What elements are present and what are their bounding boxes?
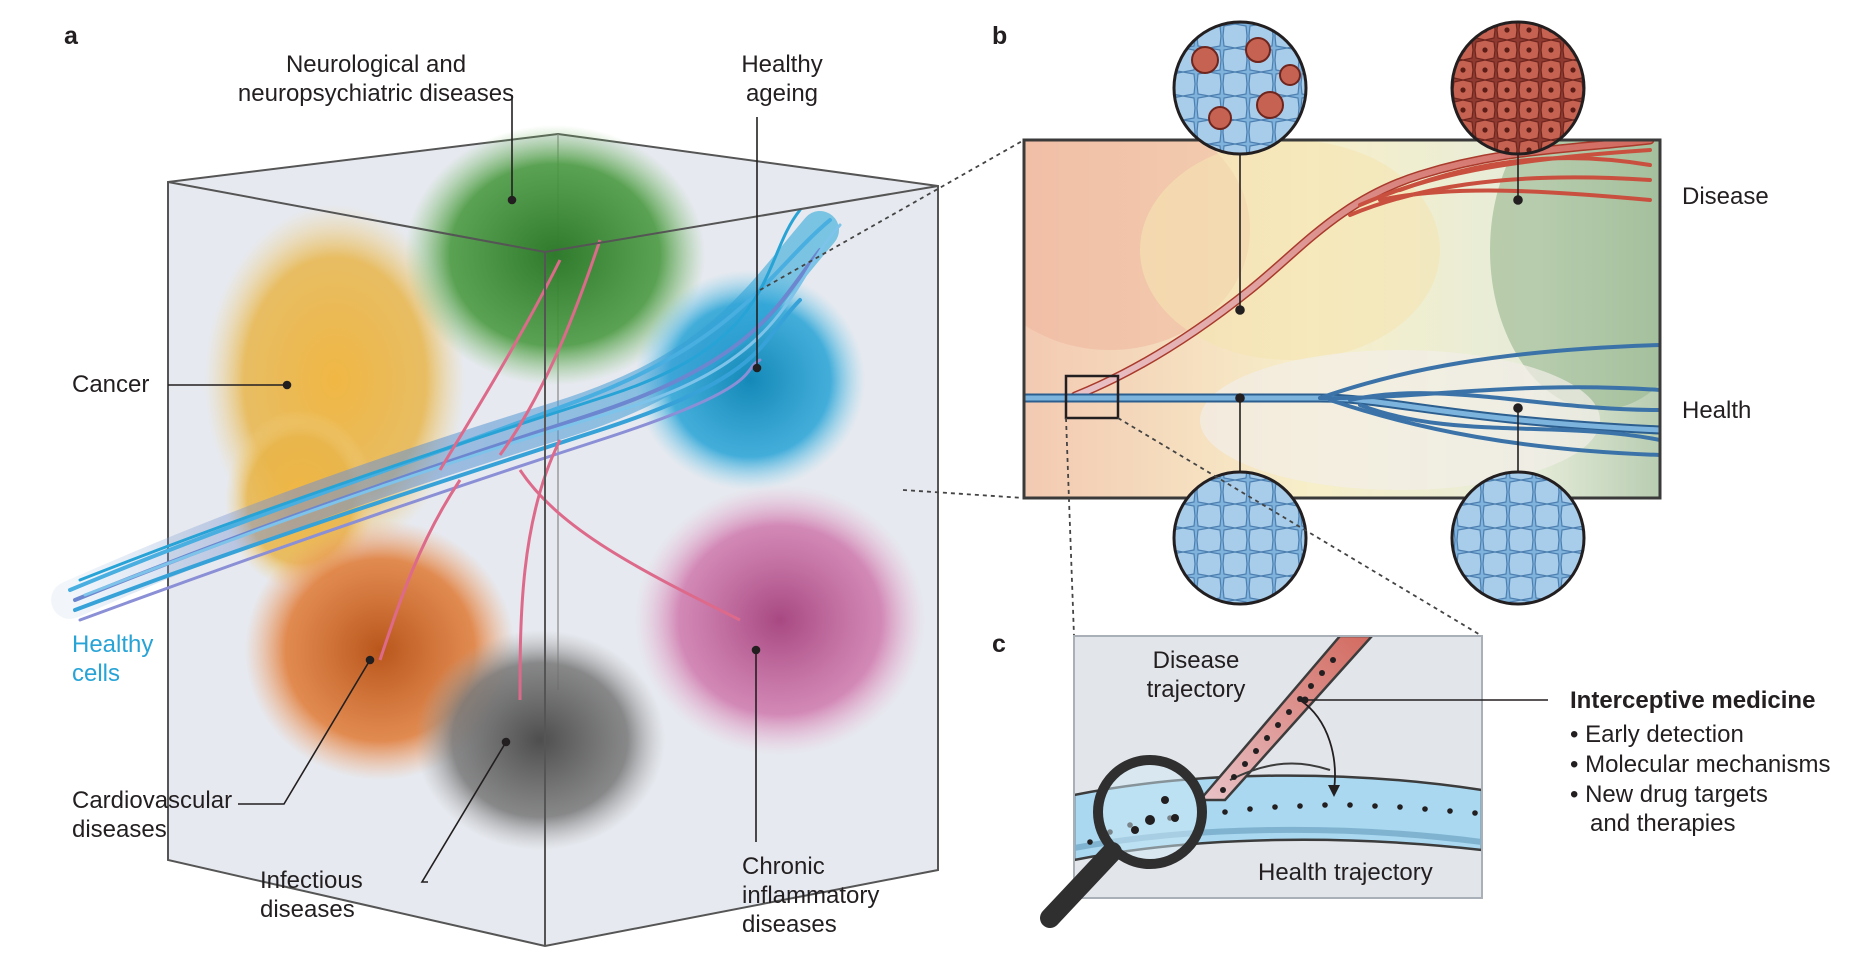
chronic-cluster (635, 485, 925, 755)
label-healthy-cells: Healthy cells (72, 631, 154, 687)
panel-letter-b: b (992, 22, 1008, 50)
tissue-circle-diseased (1450, 20, 1586, 156)
panel-b (1022, 20, 1662, 637)
panel-letter-c: c (992, 630, 1006, 658)
label-chronic: Chronic inflammatory diseases (742, 853, 880, 938)
tissue-circle-healthy-2 (1450, 470, 1586, 606)
label-health-trajectory: Health trajectory (1258, 859, 1433, 886)
tissue-circle-mixed (1172, 20, 1308, 156)
interceptive-bullet-1: • Early detection (1570, 721, 1744, 748)
label-disease: Disease (1682, 183, 1769, 210)
label-disease-trajectory: Disease trajectory (1146, 647, 1246, 703)
ageing-cluster (635, 270, 865, 490)
label-healthy-ageing: Healthy ageing (741, 51, 823, 107)
connectors-a-b (759, 139, 1025, 499)
tissue-circle-healthy-1 (1172, 470, 1308, 606)
magnifier-icon (1040, 755, 1207, 928)
infectious-cluster (415, 630, 665, 850)
panel-a (51, 95, 1025, 948)
panel-letter-a: a (64, 22, 78, 50)
interceptive-bullet-2: • Molecular mechanisms (1570, 751, 1831, 778)
healthy-cell-bundle (51, 208, 842, 622)
interceptive-title: Interceptive medicine (1570, 687, 1816, 714)
interceptive-bullet-3: • New drug targets and therapies (1570, 781, 1768, 837)
zoom-box (1064, 374, 1120, 420)
label-cancer: Cancer (72, 371, 150, 398)
connectors-b-c (1065, 417, 1483, 637)
panel-c (1040, 635, 1548, 928)
label-infectious: Infectious diseases (260, 867, 363, 923)
label-health: Health (1682, 397, 1752, 424)
label-neurological: Neurological and neuropsychiatric diseas… (237, 51, 515, 107)
label-cardiovascular: Cardiovascular diseases (72, 787, 233, 843)
leader-lines-a (168, 95, 762, 883)
neuro-cluster (405, 125, 705, 385)
